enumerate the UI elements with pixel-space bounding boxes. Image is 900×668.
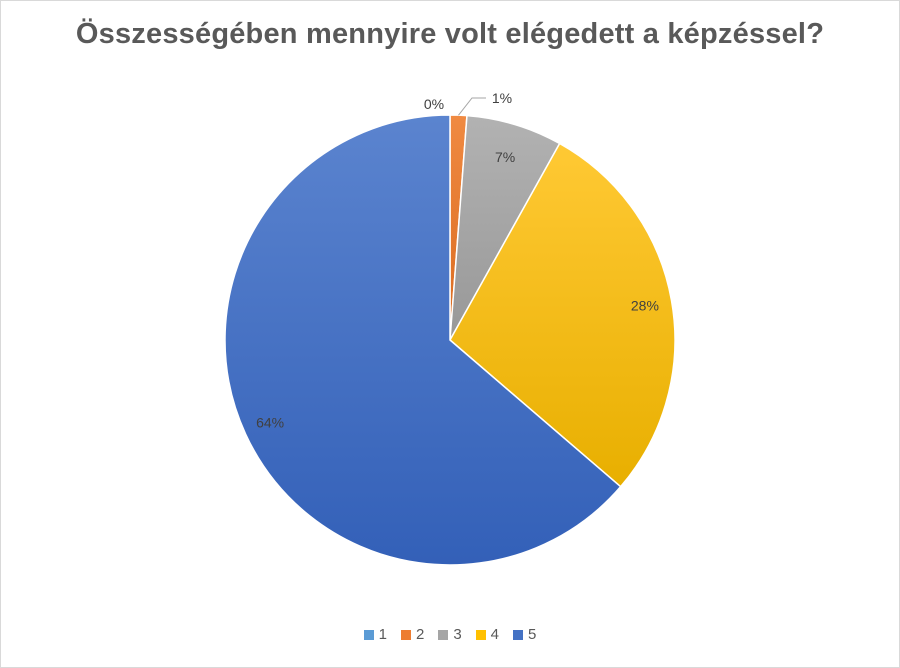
legend-label-4: 4 xyxy=(490,626,500,643)
legend-item-1: 1 xyxy=(363,626,387,643)
chart-legend: 1 2 3 4 5 xyxy=(0,626,900,643)
leader-line-2 xyxy=(458,97,486,116)
legend-label-2: 2 xyxy=(415,626,425,643)
legend-swatch-4 xyxy=(475,629,486,640)
data-label-3: 7% xyxy=(495,149,515,165)
data-label-4: 28% xyxy=(631,297,659,313)
data-label-2: 1% xyxy=(492,90,512,106)
legend-swatch-5 xyxy=(513,629,524,640)
pie-slice-5 xyxy=(224,114,622,566)
legend-swatch-3 xyxy=(438,629,449,640)
legend-item-2: 2 xyxy=(400,626,425,643)
legend-swatch-2 xyxy=(400,629,411,640)
legend-label-3: 3 xyxy=(453,626,462,643)
legend-label-5: 5 xyxy=(528,626,537,643)
legend-item-5: 5 xyxy=(513,626,536,643)
legend-item-4: 4 xyxy=(475,626,500,643)
legend-item-3: 3 xyxy=(438,626,462,643)
pie-slice-4 xyxy=(449,142,676,488)
chart-title: Összességében mennyire volt elégedett a … xyxy=(75,18,825,50)
data-label-5: 64% xyxy=(256,415,284,431)
legend-swatch-1 xyxy=(363,629,374,640)
legend-label-1: 1 xyxy=(378,626,387,643)
data-label-1: 0% xyxy=(424,96,444,112)
